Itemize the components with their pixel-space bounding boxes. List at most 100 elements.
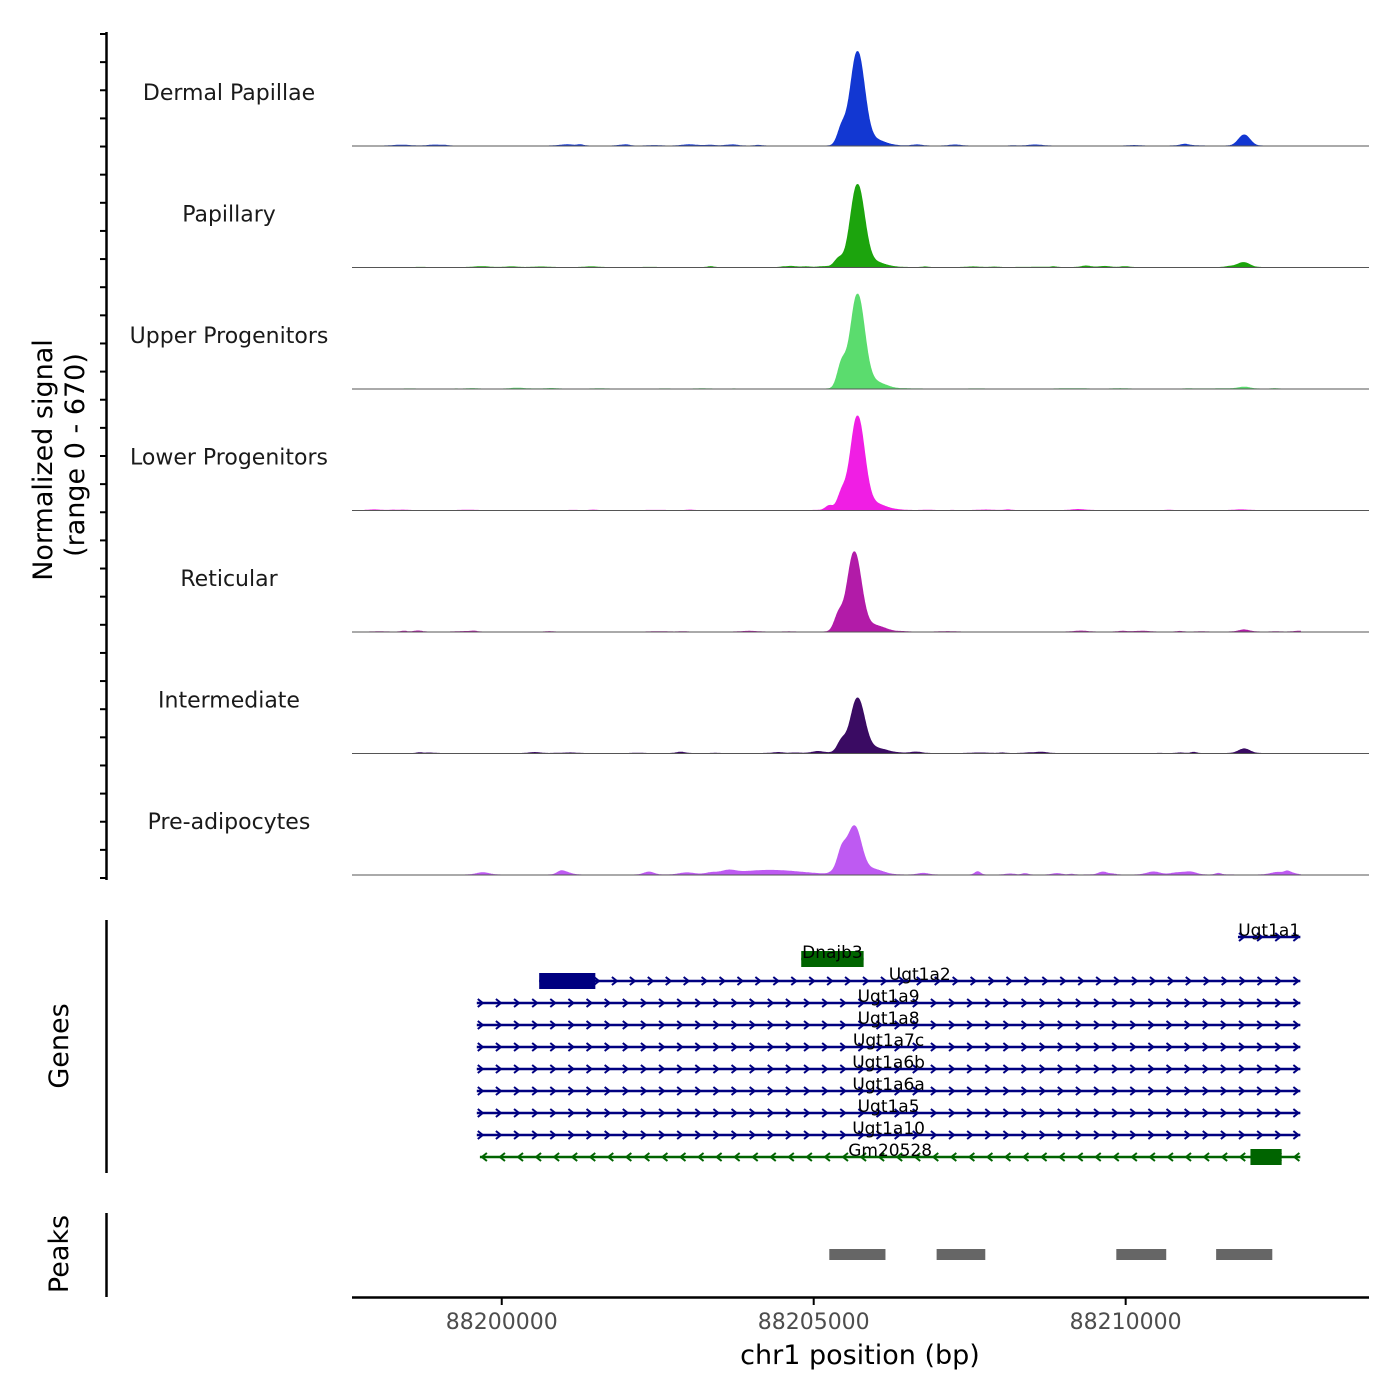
strand-arrow bbox=[1220, 1020, 1228, 1030]
strand-arrow bbox=[1020, 1086, 1029, 1096]
strand-arrow bbox=[1039, 1064, 1047, 1074]
track-label: Upper Progenitors bbox=[130, 324, 329, 349]
strand-arrow bbox=[839, 1108, 847, 1118]
strand-arrow bbox=[658, 1064, 666, 1074]
strand-arrow bbox=[1057, 1020, 1065, 1030]
strand-arrow bbox=[622, 1064, 630, 1074]
strand-arrow bbox=[1094, 1152, 1102, 1162]
strand-arrow bbox=[647, 976, 655, 986]
strand-arrow bbox=[1185, 976, 1193, 986]
x-axis-ticks: 88200000 88205000 88210000 bbox=[446, 1298, 1182, 1335]
strand-arrow bbox=[549, 1086, 557, 1096]
gene-label: Dnajb3 bbox=[802, 943, 863, 963]
x-tick-label: 88210000 bbox=[1070, 1310, 1182, 1335]
strand-arrow bbox=[585, 1130, 594, 1140]
strand-arrow bbox=[712, 1020, 720, 1030]
strand-arrow bbox=[730, 1130, 739, 1140]
strand-arrow bbox=[916, 976, 924, 986]
strand-arrow bbox=[895, 1152, 903, 1162]
peak-region bbox=[936, 1249, 986, 1260]
strand-arrow bbox=[694, 998, 702, 1008]
strand-arrow bbox=[1075, 1042, 1083, 1052]
strand-arrow bbox=[1003, 1152, 1012, 1162]
strand-arrow bbox=[736, 976, 745, 986]
strand-arrow bbox=[1130, 1152, 1138, 1162]
strand-arrow bbox=[803, 1020, 811, 1030]
strand-arrow bbox=[730, 1086, 739, 1096]
strand-arrow bbox=[477, 1042, 485, 1052]
strand-arrow bbox=[658, 998, 666, 1008]
strand-arrow bbox=[841, 1152, 849, 1162]
strand-arrow bbox=[694, 1130, 702, 1140]
strand-arrow bbox=[513, 1042, 521, 1052]
strand-arrow bbox=[948, 1042, 956, 1052]
strand-arrow bbox=[1129, 1086, 1137, 1096]
strand-arrow bbox=[894, 1086, 902, 1096]
strand-arrow bbox=[640, 1108, 648, 1118]
strand-arrow bbox=[1129, 1064, 1137, 1074]
strand-arrow bbox=[718, 976, 727, 986]
strand-arrow bbox=[1111, 1086, 1119, 1096]
strand-arrow bbox=[1202, 1130, 1210, 1140]
strand-arrow bbox=[1075, 1130, 1083, 1140]
strand-arrow bbox=[839, 1130, 847, 1140]
strand-arrow bbox=[1183, 1064, 1192, 1074]
strand-arrow bbox=[984, 998, 992, 1008]
strand-arrow bbox=[1020, 998, 1029, 1008]
strand-arrow bbox=[1202, 1064, 1210, 1074]
track-label: Pre-adipocytes bbox=[148, 810, 311, 835]
strand-arrow bbox=[862, 976, 870, 986]
strand-arrow bbox=[1148, 1152, 1156, 1162]
strand-arrow bbox=[678, 1152, 687, 1162]
strand-arrow bbox=[622, 1086, 630, 1096]
strand-arrow bbox=[513, 1064, 521, 1074]
strand-arrow bbox=[934, 976, 942, 986]
strand-arrow bbox=[880, 976, 888, 986]
strand-arrow bbox=[1183, 1108, 1192, 1118]
track-label: Papillary bbox=[182, 203, 276, 228]
genes-panel-label: Genes bbox=[44, 1003, 75, 1088]
strand-arrow bbox=[769, 1152, 777, 1162]
strand-arrow bbox=[1002, 1042, 1010, 1052]
strand-arrow bbox=[1075, 1020, 1083, 1030]
strand-arrow bbox=[1111, 1042, 1119, 1052]
strand-arrow bbox=[857, 1130, 865, 1140]
strand-arrow bbox=[1076, 1152, 1084, 1162]
gene-label: Ugt1a7c bbox=[853, 1031, 924, 1051]
strand-arrow bbox=[567, 1086, 576, 1096]
strand-arrow bbox=[658, 1020, 666, 1030]
strand-arrow bbox=[480, 1152, 488, 1162]
strand-arrow bbox=[676, 998, 684, 1008]
gene-label: Ugt1a6a bbox=[852, 1075, 924, 1095]
gene-label: Ugt1a8 bbox=[858, 1009, 920, 1029]
strand-arrow bbox=[894, 1020, 902, 1030]
strand-arrow bbox=[749, 998, 757, 1008]
peaks-panel-label: Peaks bbox=[44, 1215, 75, 1293]
strand-arrow bbox=[676, 1108, 684, 1118]
strand-arrow bbox=[531, 1020, 539, 1030]
gene-label: Ugt1a6b bbox=[852, 1053, 925, 1073]
strand-arrow bbox=[495, 1086, 503, 1096]
strand-arrow bbox=[1129, 1130, 1137, 1140]
gene-label: Ugt1a5 bbox=[858, 1097, 920, 1117]
strand-arrow bbox=[531, 1108, 539, 1118]
strand-arrow bbox=[1220, 1042, 1228, 1052]
strand-arrow bbox=[549, 998, 557, 1008]
strand-arrow bbox=[966, 1086, 974, 1096]
strand-arrow bbox=[1147, 1064, 1155, 1074]
strand-arrow bbox=[821, 1064, 829, 1074]
strand-arrow bbox=[1256, 1042, 1264, 1052]
strand-arrow bbox=[1220, 1064, 1228, 1074]
strand-arrow bbox=[803, 1042, 811, 1052]
strand-arrow bbox=[948, 1130, 956, 1140]
strand-arrow bbox=[894, 998, 902, 1008]
strand-arrow bbox=[1039, 1108, 1047, 1118]
strand-arrow bbox=[930, 1086, 938, 1096]
strand-arrow bbox=[949, 1152, 957, 1162]
strand-arrow bbox=[593, 976, 601, 986]
strand-arrow bbox=[712, 1086, 720, 1096]
strand-arrow bbox=[604, 1130, 612, 1140]
strand-arrow bbox=[712, 1064, 720, 1074]
strand-arrow bbox=[749, 1064, 757, 1074]
